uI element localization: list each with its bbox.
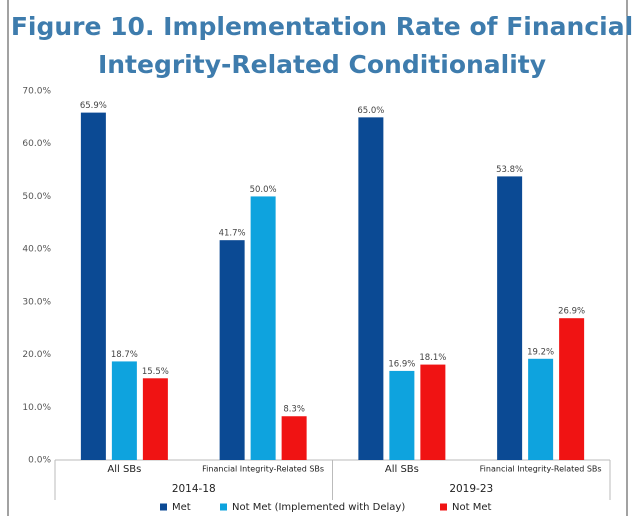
bar (111, 361, 137, 460)
y-tick-label: 20.0% (22, 350, 51, 360)
group-label: 2019-23 (449, 483, 493, 495)
bar (281, 416, 307, 460)
legend-swatch (220, 503, 227, 511)
group-label: 2014-18 (172, 483, 216, 495)
value-label: 41.7% (219, 229, 246, 239)
bar (389, 370, 415, 460)
y-tick-label: 70.0% (22, 87, 51, 97)
legend-label: Not Met (452, 502, 491, 513)
y-tick-label: 40.0% (22, 245, 51, 255)
value-label: 26.9% (558, 307, 585, 317)
x-tick-label: All SBs (107, 464, 141, 475)
bar (219, 240, 245, 460)
chart-title: Figure 10. Implementation Rate of Financ… (11, 12, 633, 41)
value-label: 53.8% (496, 165, 523, 175)
bar (358, 117, 384, 460)
y-tick-label: 10.0% (22, 403, 51, 413)
x-tick-label: Financial Integrity-Related SBs (480, 465, 602, 474)
chart-frame (7, 0, 628, 516)
bar (250, 196, 276, 460)
value-label: 19.2% (527, 347, 554, 357)
value-label: 16.9% (388, 359, 415, 369)
y-tick-label: 50.0% (22, 192, 51, 202)
legend-swatch (440, 503, 447, 511)
y-tick-label: 30.0% (22, 297, 51, 307)
value-label: 50.0% (250, 185, 277, 195)
y-tick-label: 0.0% (28, 456, 51, 466)
y-tick-label: 60.0% (22, 139, 51, 149)
bar (528, 358, 554, 460)
bar (80, 112, 106, 460)
x-tick-label: Financial Integrity-Related SBs (202, 465, 324, 474)
legend-swatch (160, 503, 167, 511)
value-label: 65.0% (357, 106, 384, 116)
value-label: 8.3% (283, 405, 305, 415)
bar (420, 364, 446, 460)
value-label: 18.7% (111, 350, 138, 360)
bar (559, 318, 585, 460)
legend-label: Met (172, 502, 191, 513)
x-tick-label: All SBs (385, 464, 419, 475)
chart-title: Integrity-Related Conditionality (98, 50, 546, 79)
bar (497, 176, 523, 460)
legend-label: Not Met (Implemented with Delay) (232, 502, 405, 513)
value-label: 15.5% (142, 367, 169, 377)
value-label: 18.1% (419, 353, 446, 363)
value-label: 65.9% (80, 101, 107, 111)
bar (142, 378, 168, 460)
